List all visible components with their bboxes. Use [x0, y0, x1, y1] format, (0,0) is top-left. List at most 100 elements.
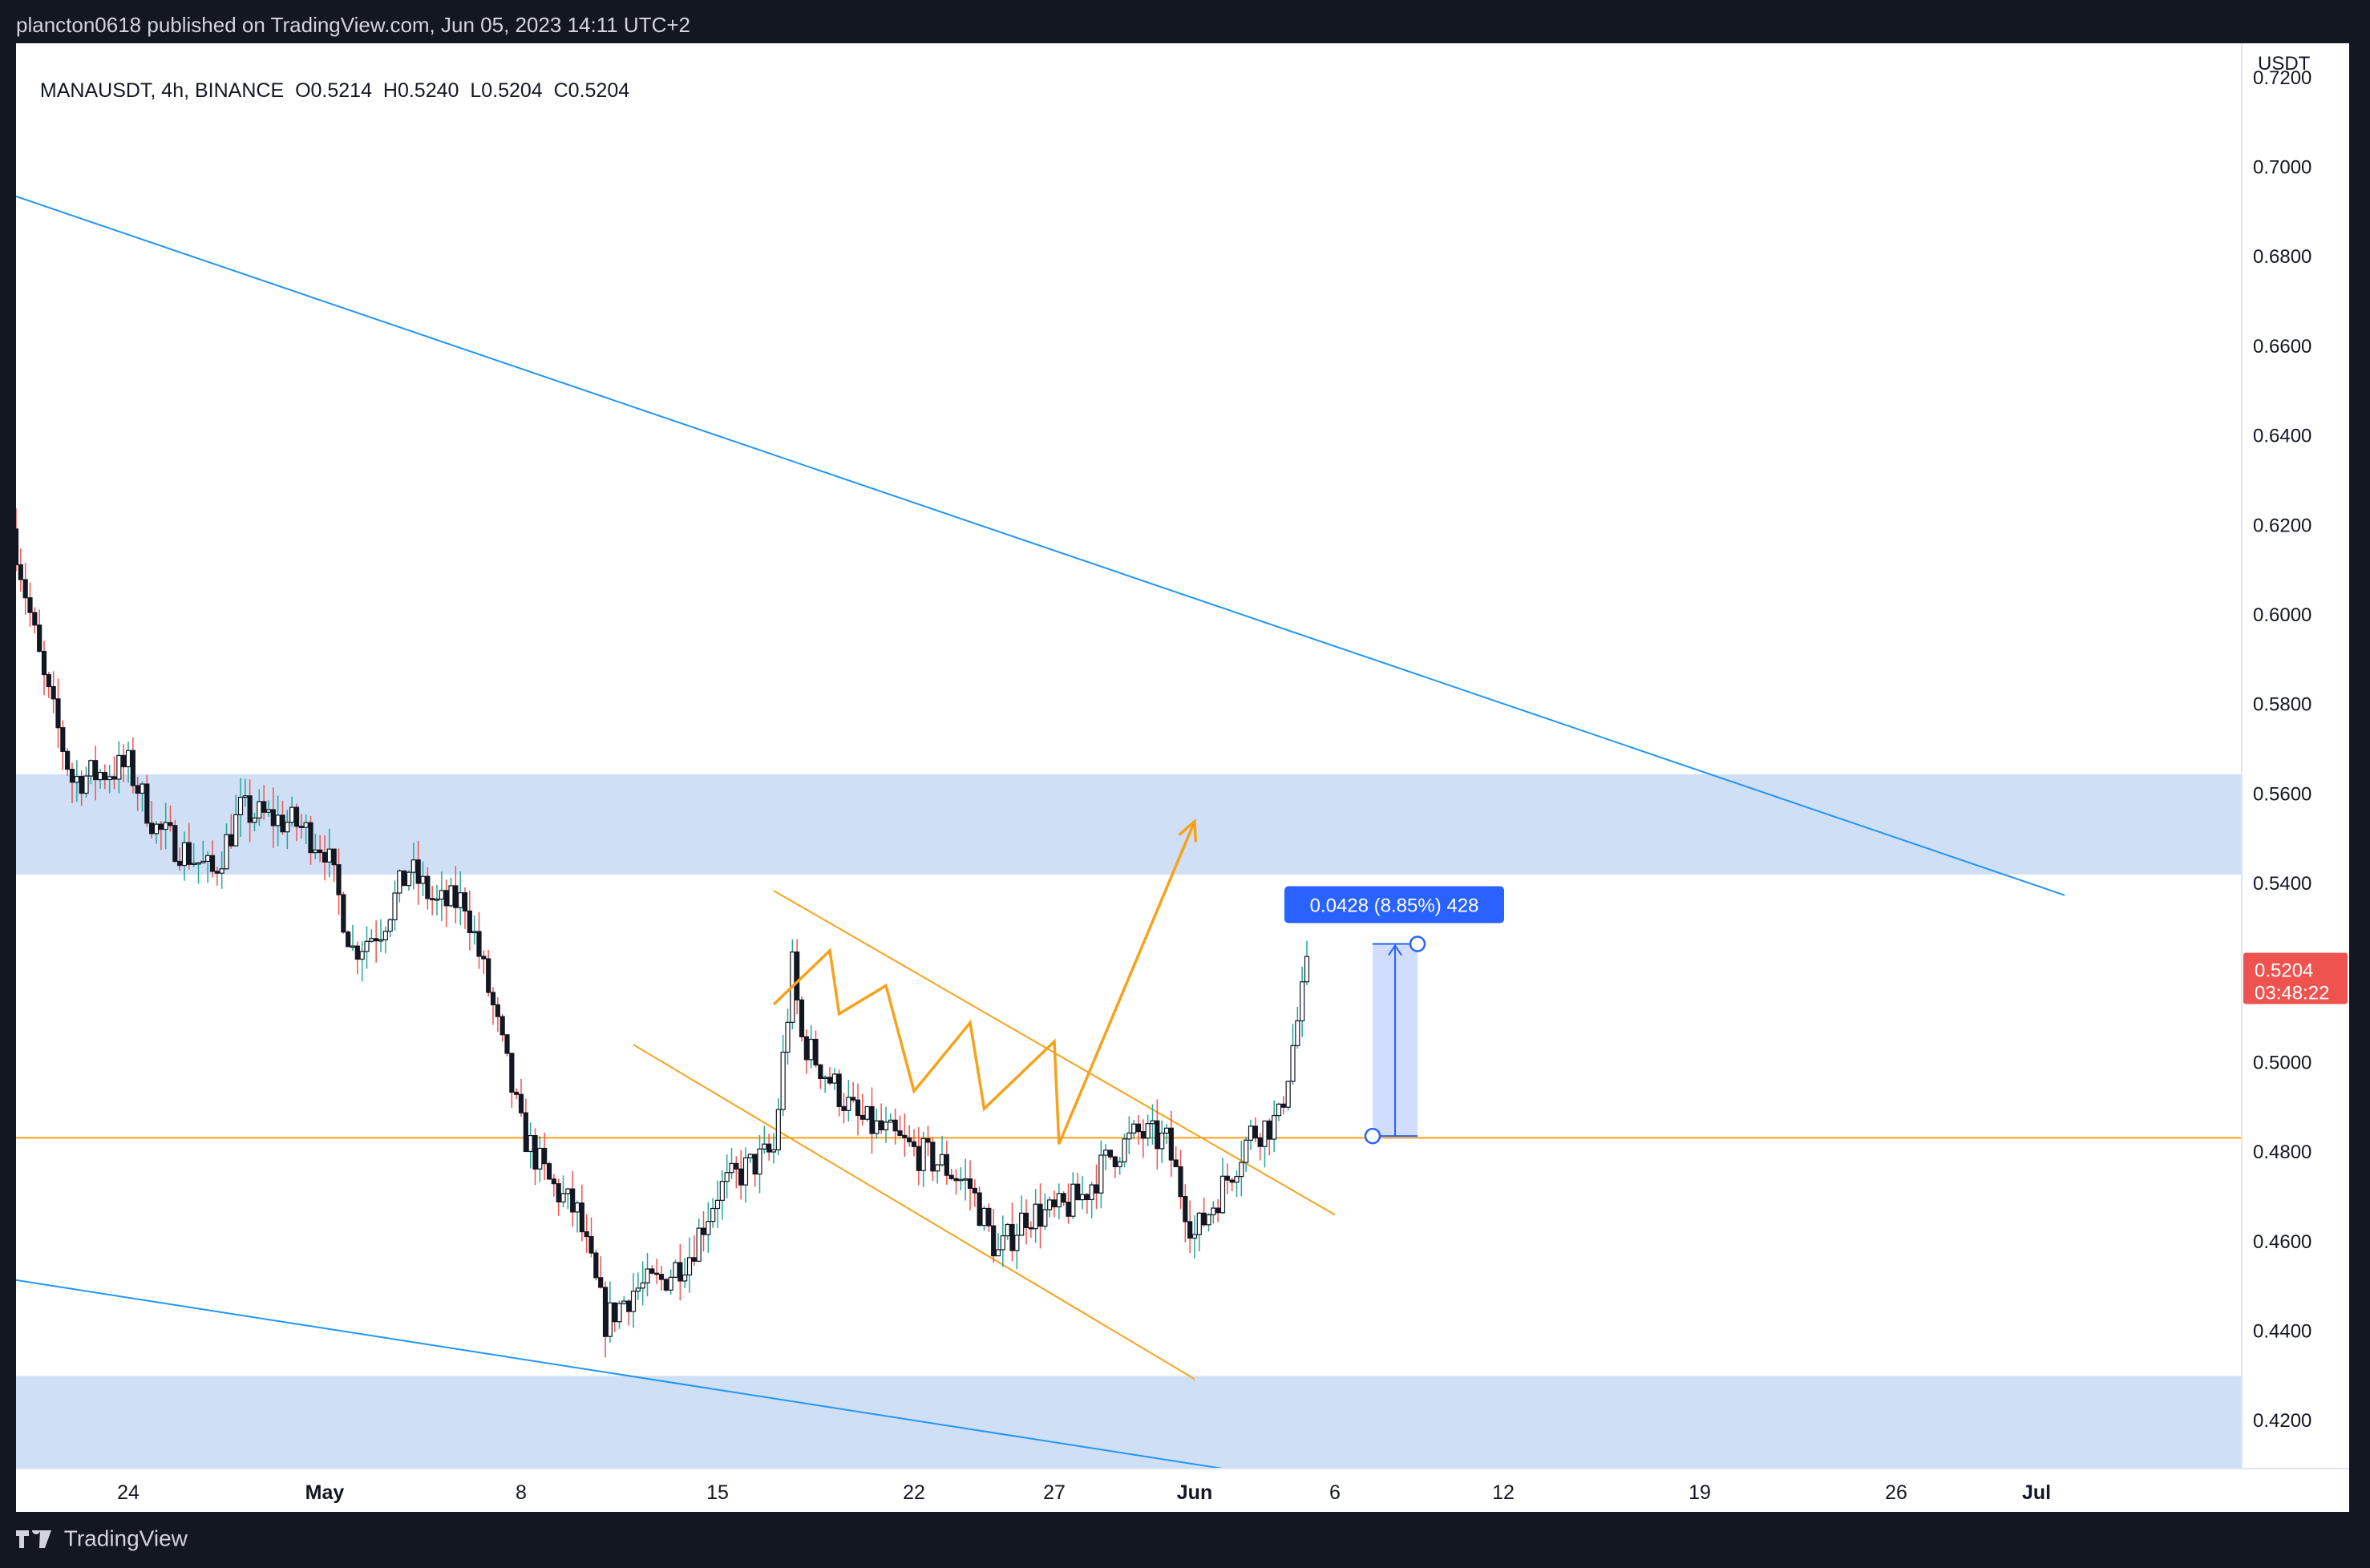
candle-body [1079, 1194, 1086, 1201]
candle-body [448, 885, 454, 907]
candle-body [1239, 1162, 1244, 1178]
legend-open: O0.5214 [295, 79, 372, 102]
candle-body [795, 951, 800, 1000]
candle-body [293, 806, 300, 827]
candle-body [944, 1154, 949, 1176]
candle-body [514, 1091, 520, 1095]
candle-body [972, 1187, 977, 1194]
candle-body [1196, 1212, 1202, 1235]
candle-body [1262, 1120, 1268, 1147]
tradingview-logo-icon [16, 1530, 51, 1548]
candle-body [1206, 1214, 1211, 1226]
y-tick-label: 0.6600 [2253, 336, 2311, 358]
candle-body [214, 871, 220, 874]
candle-body [453, 885, 459, 908]
candle-body [654, 1272, 660, 1275]
candle-body [1178, 1166, 1183, 1198]
candle-body [32, 612, 38, 626]
candle-body [1094, 1184, 1099, 1194]
candle-body [18, 564, 23, 580]
candle-body [60, 727, 66, 752]
y-tick-label: 0.6200 [2253, 515, 2311, 536]
x-tick-label: 22 [903, 1481, 925, 1504]
channel-line-lower [633, 1044, 1195, 1380]
candle-body [69, 769, 75, 783]
candle-body [1224, 1175, 1230, 1181]
candle-body [1211, 1207, 1216, 1215]
candle-body [706, 1221, 711, 1235]
candle-body [1042, 1209, 1048, 1227]
candle-body [107, 776, 112, 781]
candle-body [22, 579, 28, 599]
candle-body [977, 1192, 982, 1227]
candle-body [607, 1302, 613, 1337]
candle-body [125, 750, 131, 768]
candle-body [1219, 1175, 1226, 1214]
candle-body [1098, 1154, 1104, 1194]
y-tick-label: 0.4800 [2253, 1142, 2311, 1163]
candle-body [1285, 1081, 1291, 1108]
candle-body [874, 1120, 880, 1134]
candle-body [209, 855, 216, 872]
candle-body [261, 801, 267, 813]
candle-body [130, 750, 135, 786]
candle-body [1280, 1103, 1286, 1108]
candle-body [719, 1181, 725, 1201]
candle-body [823, 1077, 828, 1080]
candle-body [341, 894, 346, 933]
candle-body [121, 754, 127, 768]
candle-body [439, 890, 444, 900]
y-tick-label: 0.5800 [2253, 694, 2311, 716]
candle-body [275, 814, 281, 826]
candle-body [864, 1105, 870, 1120]
candle-body [953, 1178, 959, 1182]
candle-body [74, 776, 79, 783]
legend-close: C0.5204 [553, 79, 630, 102]
candle-body [1131, 1123, 1137, 1134]
legend-high: H0.5240 [382, 79, 459, 102]
candle-body [831, 1073, 837, 1084]
candle-body [1183, 1196, 1188, 1222]
y-tick-label: 0.7200 [2253, 67, 2311, 89]
candle-body [1252, 1125, 1258, 1139]
candle-body [402, 870, 407, 887]
measure-arrowhead [1388, 944, 1402, 956]
candle-body [354, 945, 360, 960]
candle-body [981, 1207, 987, 1227]
candle-body [458, 892, 463, 908]
price-axis-unit[interactable]: USDT [2258, 53, 2311, 75]
x-tick-label: 27 [1043, 1481, 1066, 1504]
candle-body [766, 1143, 772, 1153]
y-tick-label: 0.4200 [2253, 1410, 2311, 1432]
candle-body [958, 1178, 964, 1182]
candle-body [995, 1249, 1001, 1257]
measure-handle-end[interactable] [1409, 936, 1426, 952]
x-tick-label: 12 [1492, 1481, 1515, 1504]
candle-body [1061, 1193, 1066, 1203]
measure-handle-start[interactable] [1364, 1127, 1381, 1145]
candle-body [1163, 1127, 1170, 1134]
candle-body [1159, 1132, 1165, 1150]
candle-body [967, 1178, 973, 1190]
candle-body [200, 860, 206, 863]
candle-body [97, 771, 103, 781]
candle-body [1257, 1137, 1263, 1147]
candle-body [920, 1138, 926, 1171]
candle-body [191, 863, 196, 865]
footer-brand: TradingView [63, 1526, 188, 1551]
y-tick-label: 0.6800 [2253, 246, 2311, 268]
candle-body [939, 1154, 945, 1166]
publish-header: plancton0618 published on TradingView.co… [0, 0, 2370, 45]
legend-symbol[interactable]: MANAUSDT, 4h, BINANCE [39, 79, 285, 102]
candle-body [565, 1188, 571, 1194]
candle-body [762, 1143, 767, 1150]
candle-body [883, 1121, 889, 1131]
candle-body [247, 795, 253, 823]
candle-body [443, 890, 449, 907]
candle-body [775, 1109, 781, 1150]
candle-body [346, 932, 351, 948]
candle-body [710, 1207, 716, 1222]
trendline-upper [16, 196, 2065, 896]
candle-body [640, 1282, 645, 1289]
